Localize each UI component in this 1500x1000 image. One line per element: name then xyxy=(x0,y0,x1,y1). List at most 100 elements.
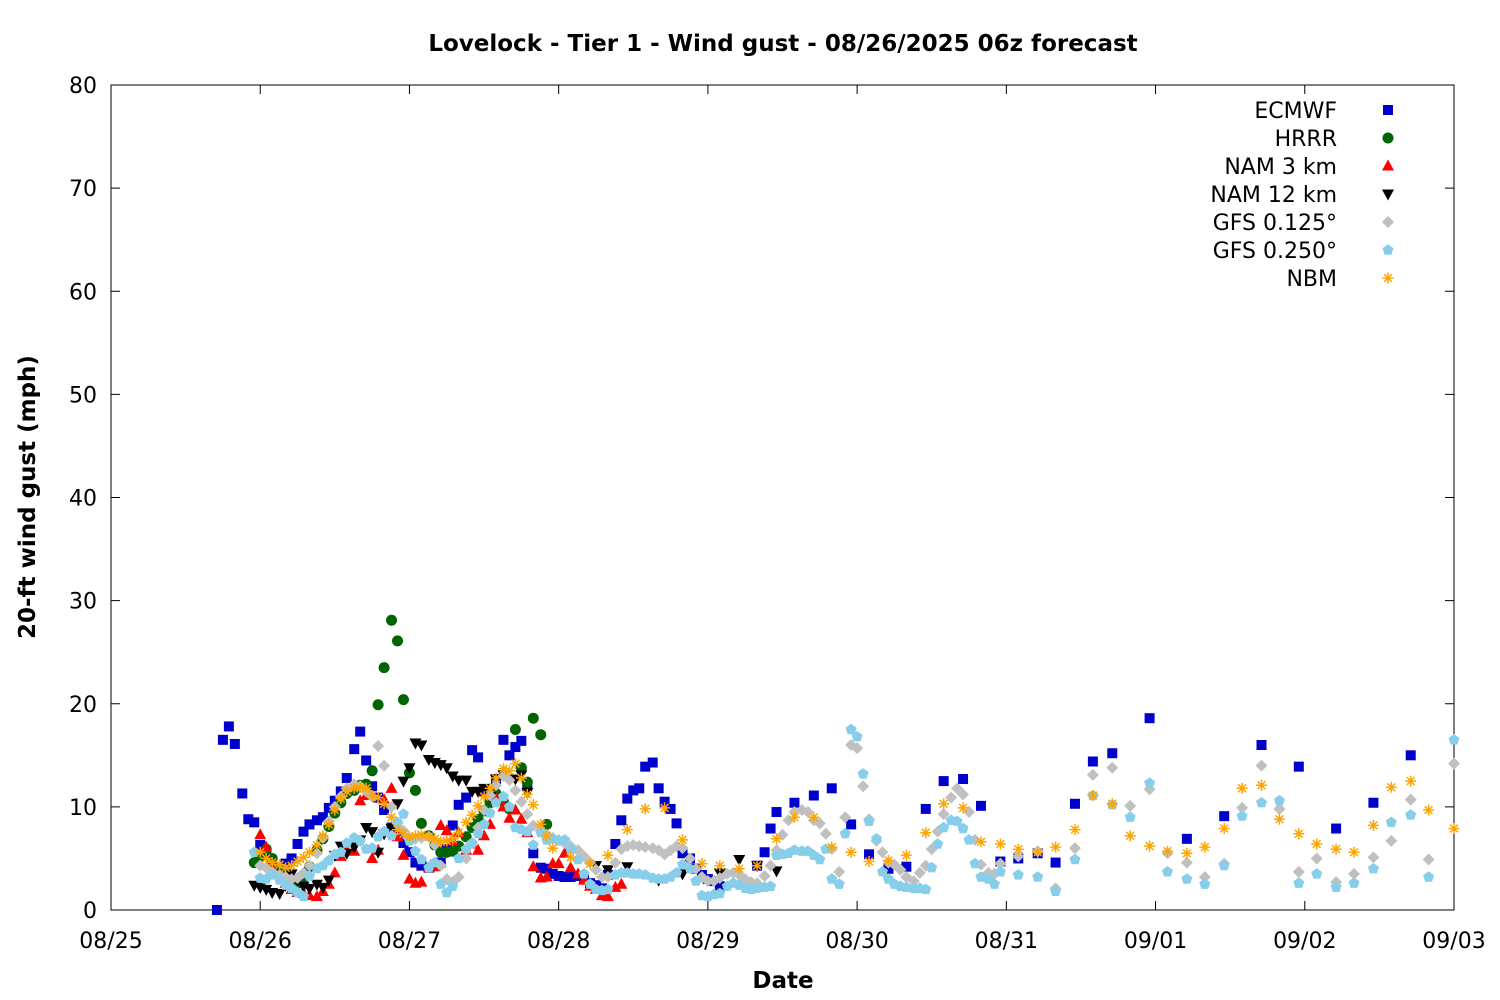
data-point xyxy=(378,798,390,810)
data-point xyxy=(1293,761,1304,772)
data-point xyxy=(1348,877,1360,888)
data-point xyxy=(559,834,571,845)
data-point xyxy=(765,880,777,891)
y-tick-label: 40 xyxy=(69,487,97,512)
data-point xyxy=(329,795,340,806)
data-point xyxy=(994,866,1006,877)
data-point xyxy=(274,859,286,871)
data-point xyxy=(714,860,726,872)
data-point xyxy=(1087,756,1098,767)
data-point xyxy=(415,817,427,829)
data-point xyxy=(329,804,341,816)
data-point xyxy=(415,875,428,887)
data-point xyxy=(864,849,875,860)
data-point xyxy=(453,799,464,810)
x-axis-label: Date xyxy=(752,968,813,994)
data-point xyxy=(647,757,658,768)
data-point xyxy=(304,846,315,858)
data-point xyxy=(254,846,266,858)
data-point xyxy=(659,802,671,814)
data-point xyxy=(366,842,378,853)
data-point xyxy=(808,811,820,823)
data-point xyxy=(863,856,875,867)
data-point xyxy=(303,870,315,881)
data-point xyxy=(409,830,421,842)
data-point xyxy=(372,699,384,711)
data-point xyxy=(1032,846,1044,858)
legend-marker xyxy=(1382,216,1394,228)
data-point xyxy=(266,869,278,880)
data-point xyxy=(616,815,627,826)
data-point xyxy=(615,877,628,889)
data-point xyxy=(826,873,838,884)
data-point xyxy=(1069,824,1081,836)
data-point xyxy=(540,870,553,882)
data-point xyxy=(434,818,447,830)
data-point xyxy=(415,853,427,865)
data-point xyxy=(988,878,1000,889)
data-point xyxy=(1405,775,1417,787)
data-point xyxy=(509,724,521,736)
data-point xyxy=(521,825,533,837)
data-point xyxy=(1348,846,1360,858)
data-point xyxy=(1144,840,1156,852)
data-point xyxy=(467,745,478,756)
data-point xyxy=(1162,866,1173,877)
legend-label: NBM xyxy=(1286,267,1337,292)
data-point xyxy=(490,797,502,808)
data-point xyxy=(286,853,297,864)
data-point xyxy=(372,792,384,804)
data-point xyxy=(484,807,496,818)
data-point xyxy=(429,856,441,868)
data-point xyxy=(409,784,421,796)
y-tick-label: 80 xyxy=(69,74,97,99)
data-point xyxy=(521,789,533,800)
data-point xyxy=(1385,816,1397,827)
x-tick-label: 08/25 xyxy=(79,929,142,954)
data-point xyxy=(547,868,558,879)
data-point xyxy=(311,815,322,826)
data-point xyxy=(447,820,458,831)
data-point xyxy=(1448,823,1460,834)
data-point xyxy=(1367,863,1379,874)
data-point xyxy=(435,836,447,848)
data-point xyxy=(535,729,547,741)
legend-marker xyxy=(1383,105,1393,115)
data-point xyxy=(565,872,576,882)
data-point xyxy=(601,890,614,902)
data-point xyxy=(211,905,222,915)
x-tick-label: 09/01 xyxy=(1124,929,1187,954)
legend-label: ECMWF xyxy=(1254,99,1337,124)
data-point xyxy=(957,788,970,801)
data-point xyxy=(429,833,441,845)
data-point xyxy=(361,755,372,766)
data-point xyxy=(398,837,409,848)
data-point xyxy=(863,815,875,826)
data-point xyxy=(565,843,577,854)
data-point xyxy=(1086,768,1099,781)
data-point xyxy=(1198,871,1211,883)
data-point xyxy=(764,859,777,872)
data-point xyxy=(901,861,912,872)
data-point xyxy=(498,763,509,775)
data-point xyxy=(958,774,969,785)
data-point xyxy=(770,866,783,878)
data-point xyxy=(640,761,651,772)
data-point xyxy=(415,829,427,841)
data-point xyxy=(1273,794,1285,806)
data-point xyxy=(510,742,521,753)
data-point xyxy=(676,842,689,855)
y-tick-label: 20 xyxy=(69,693,97,718)
data-point xyxy=(621,824,633,836)
data-point xyxy=(304,819,315,830)
x-tick-label: 08/28 xyxy=(527,929,590,954)
data-point xyxy=(404,847,415,858)
data-point xyxy=(1199,841,1211,853)
data-point xyxy=(509,784,522,797)
data-point xyxy=(354,781,366,793)
data-point xyxy=(509,803,522,815)
data-point xyxy=(1124,811,1136,822)
data-point xyxy=(1367,851,1380,864)
data-point xyxy=(826,841,838,853)
data-point xyxy=(584,858,596,870)
